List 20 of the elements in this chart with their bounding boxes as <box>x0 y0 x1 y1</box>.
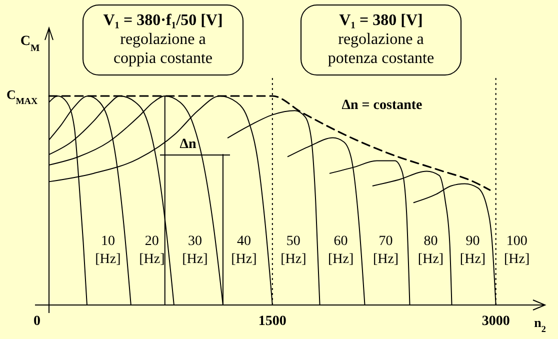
series-label: 80 [Hz] <box>418 234 444 267</box>
series-label: 50 [Hz] <box>280 234 306 267</box>
annotation: C$_{MAX}$ <box>6 87 38 106</box>
annotation: Δn <box>180 137 196 152</box>
x-tick-label: 3000 <box>482 314 510 329</box>
series-label: 30 [Hz] <box>182 234 208 267</box>
series-label: 100 [Hz] <box>504 234 530 267</box>
text: V₁ = 380 [V] regolazione a potenza costante <box>328 12 434 67</box>
annotation: Δn = costante <box>342 98 422 113</box>
y-axis-title: C$_{M}$ <box>20 34 40 54</box>
series-label: 70 [Hz] <box>372 234 399 267</box>
series-label: 40 [Hz] <box>231 234 257 267</box>
series-label: 60 [Hz] <box>328 234 354 267</box>
x-tick-label: 0 <box>34 314 40 329</box>
series-label: 20 [Hz] <box>139 234 165 267</box>
x-tick-label: 1500 <box>258 314 286 329</box>
text: V₁ = 380·f₁/50 [V] regolazione a coppia costante <box>103 12 223 67</box>
series-label: 10 [Hz] <box>95 234 121 267</box>
series-label: 90 [Hz] <box>460 234 486 267</box>
x-axis-title: n$_{2}$ <box>534 315 546 334</box>
